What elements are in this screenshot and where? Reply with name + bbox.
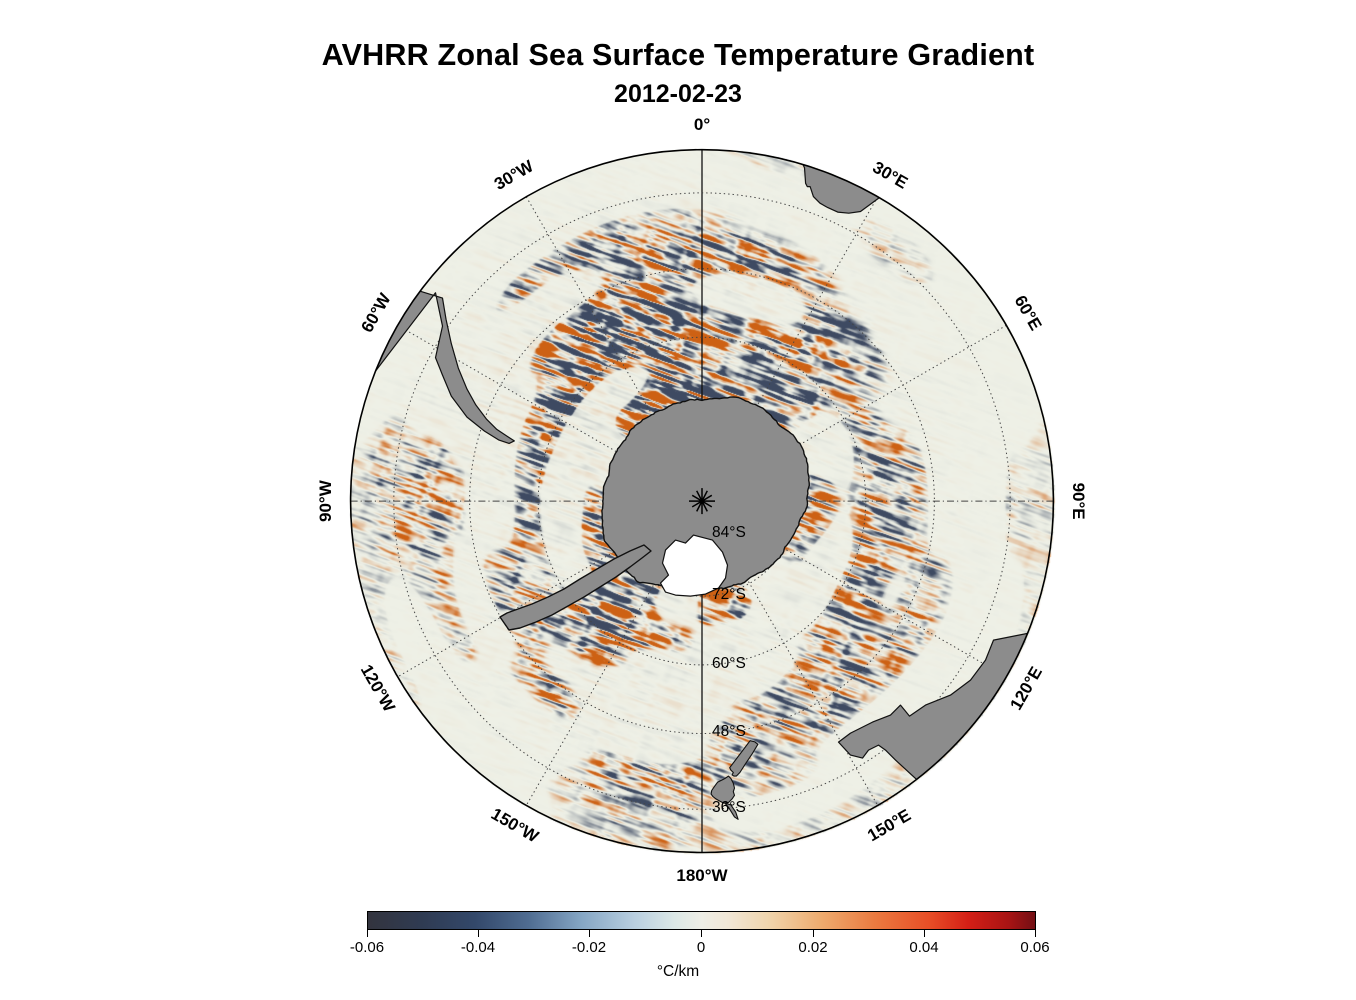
- svg-text:30°E: 30°E: [869, 158, 911, 193]
- svg-text:72°S: 72°S: [712, 586, 746, 603]
- svg-text:84°S: 84°S: [712, 524, 746, 541]
- svg-text:36°S: 36°S: [712, 799, 746, 816]
- svg-text:60°W: 60°W: [357, 289, 395, 335]
- svg-text:30°W: 30°W: [490, 156, 536, 194]
- svg-text:90°W: 90°W: [316, 479, 335, 522]
- svg-text:60°E: 60°E: [1010, 292, 1045, 334]
- svg-text:60°S: 60°S: [712, 655, 746, 672]
- svg-text:0°: 0°: [693, 115, 709, 134]
- svg-text:150°E: 150°E: [864, 805, 914, 845]
- svg-text:48°S: 48°S: [712, 723, 746, 740]
- svg-text:90°E: 90°E: [1068, 482, 1087, 519]
- svg-text:180°W: 180°W: [676, 866, 728, 885]
- svg-text:120°E: 120°E: [1006, 663, 1046, 713]
